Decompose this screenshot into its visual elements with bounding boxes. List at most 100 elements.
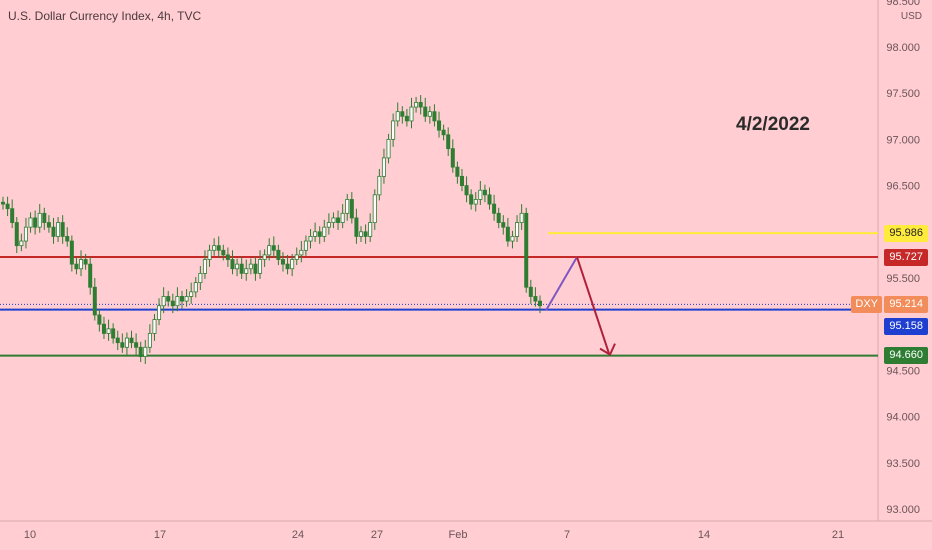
y-tick-label: 94.500 xyxy=(886,365,920,377)
candle-body xyxy=(152,319,157,334)
candle-body xyxy=(478,189,483,200)
candle-body xyxy=(37,212,42,228)
candle-body xyxy=(161,296,166,307)
candle-body xyxy=(285,263,290,270)
candle-body xyxy=(313,231,318,237)
candle-body xyxy=(46,222,51,228)
candle-body xyxy=(515,222,520,237)
candle-body xyxy=(404,115,409,122)
candle-body xyxy=(65,236,70,242)
symbol-badge: DXY xyxy=(851,295,882,313)
candle-body xyxy=(303,240,308,251)
candle-body xyxy=(377,175,382,196)
candle-body xyxy=(326,222,331,228)
candle-body xyxy=(450,148,455,168)
time-axis: 10 17 24 27 Feb 7 14 21 xyxy=(24,529,844,541)
candle-body xyxy=(501,222,506,228)
x-tick-label: 10 xyxy=(24,529,36,541)
candle-body xyxy=(496,212,501,223)
candle-body xyxy=(418,102,423,108)
candle-body xyxy=(10,208,15,223)
x-tick-label: 27 xyxy=(371,529,383,541)
currency-label: USD xyxy=(900,11,922,22)
candle-body xyxy=(129,337,134,344)
candle-body xyxy=(143,346,148,357)
candle-body xyxy=(441,129,446,136)
candle-body xyxy=(83,259,88,265)
candle-body xyxy=(239,263,244,274)
candle-body xyxy=(336,217,341,223)
candle-body xyxy=(267,245,272,256)
x-tick-label: 21 xyxy=(832,529,844,541)
candle-body xyxy=(79,259,84,270)
candle-body xyxy=(492,203,497,214)
candle-body xyxy=(88,263,93,288)
candle-body xyxy=(120,342,125,348)
candle-body xyxy=(427,111,432,117)
candle-body xyxy=(386,138,391,159)
x-tick-label: 14 xyxy=(698,529,710,541)
y-tick-label: 98.000 xyxy=(886,42,920,54)
last-price-badge: 95.214 xyxy=(884,295,928,313)
candle-body xyxy=(28,217,33,228)
candle-body xyxy=(0,201,6,205)
projection-down-leg xyxy=(576,256,610,354)
level-badge-red: 95.727 xyxy=(884,248,928,266)
candle-body xyxy=(198,272,203,284)
candle-body xyxy=(299,249,304,256)
candle-body xyxy=(216,245,221,251)
x-tick-label: 17 xyxy=(154,529,166,541)
candlestick-series xyxy=(0,95,543,364)
candle-body xyxy=(400,111,405,117)
candle-body xyxy=(469,194,474,205)
candle-body xyxy=(340,212,345,223)
candle-body xyxy=(354,217,359,237)
candle-body xyxy=(423,106,428,117)
candle-body xyxy=(175,296,180,307)
candle-body xyxy=(262,254,267,260)
candle-body xyxy=(331,217,336,223)
candle-body xyxy=(147,333,152,348)
candle-body xyxy=(280,259,285,265)
candle-body xyxy=(184,296,189,302)
candle-body xyxy=(345,199,350,214)
candle-body xyxy=(258,259,263,274)
candle-body xyxy=(14,222,19,247)
y-tick-label: 93.000 xyxy=(886,504,920,516)
candle-body xyxy=(432,111,437,122)
y-tick-label: 96.500 xyxy=(886,181,920,193)
candle-body xyxy=(455,166,460,177)
projection-path xyxy=(545,256,616,357)
x-tick-label: Feb xyxy=(449,529,468,541)
candle-body xyxy=(294,254,299,260)
candle-body xyxy=(69,240,74,265)
candle-body xyxy=(349,199,354,219)
candle-body xyxy=(202,259,207,274)
candle-body xyxy=(19,240,24,247)
y-tick-label: 95.500 xyxy=(886,273,920,285)
candle-body xyxy=(290,259,295,270)
candle-body xyxy=(115,337,120,344)
candle-body xyxy=(437,120,442,131)
candle-body xyxy=(244,268,249,274)
candle-body xyxy=(5,203,10,210)
candle-body xyxy=(179,296,184,302)
candle-body xyxy=(358,231,363,237)
candle-body xyxy=(111,328,116,339)
candle-body xyxy=(207,249,212,260)
candle-body xyxy=(363,231,368,237)
candle-body xyxy=(235,263,240,270)
x-tick-label: 24 xyxy=(292,529,304,541)
y-tick-label: 98.500 xyxy=(886,0,920,8)
candle-body xyxy=(225,254,230,260)
candle-body xyxy=(391,120,396,140)
candle-body xyxy=(253,263,258,274)
level-badge-blue: 95.158 xyxy=(884,317,928,335)
candle-body xyxy=(464,185,469,196)
candle-body xyxy=(23,226,28,242)
candle-body xyxy=(487,194,492,205)
candle-body xyxy=(308,236,313,242)
candle-body xyxy=(248,263,253,270)
candle-body xyxy=(170,300,175,307)
